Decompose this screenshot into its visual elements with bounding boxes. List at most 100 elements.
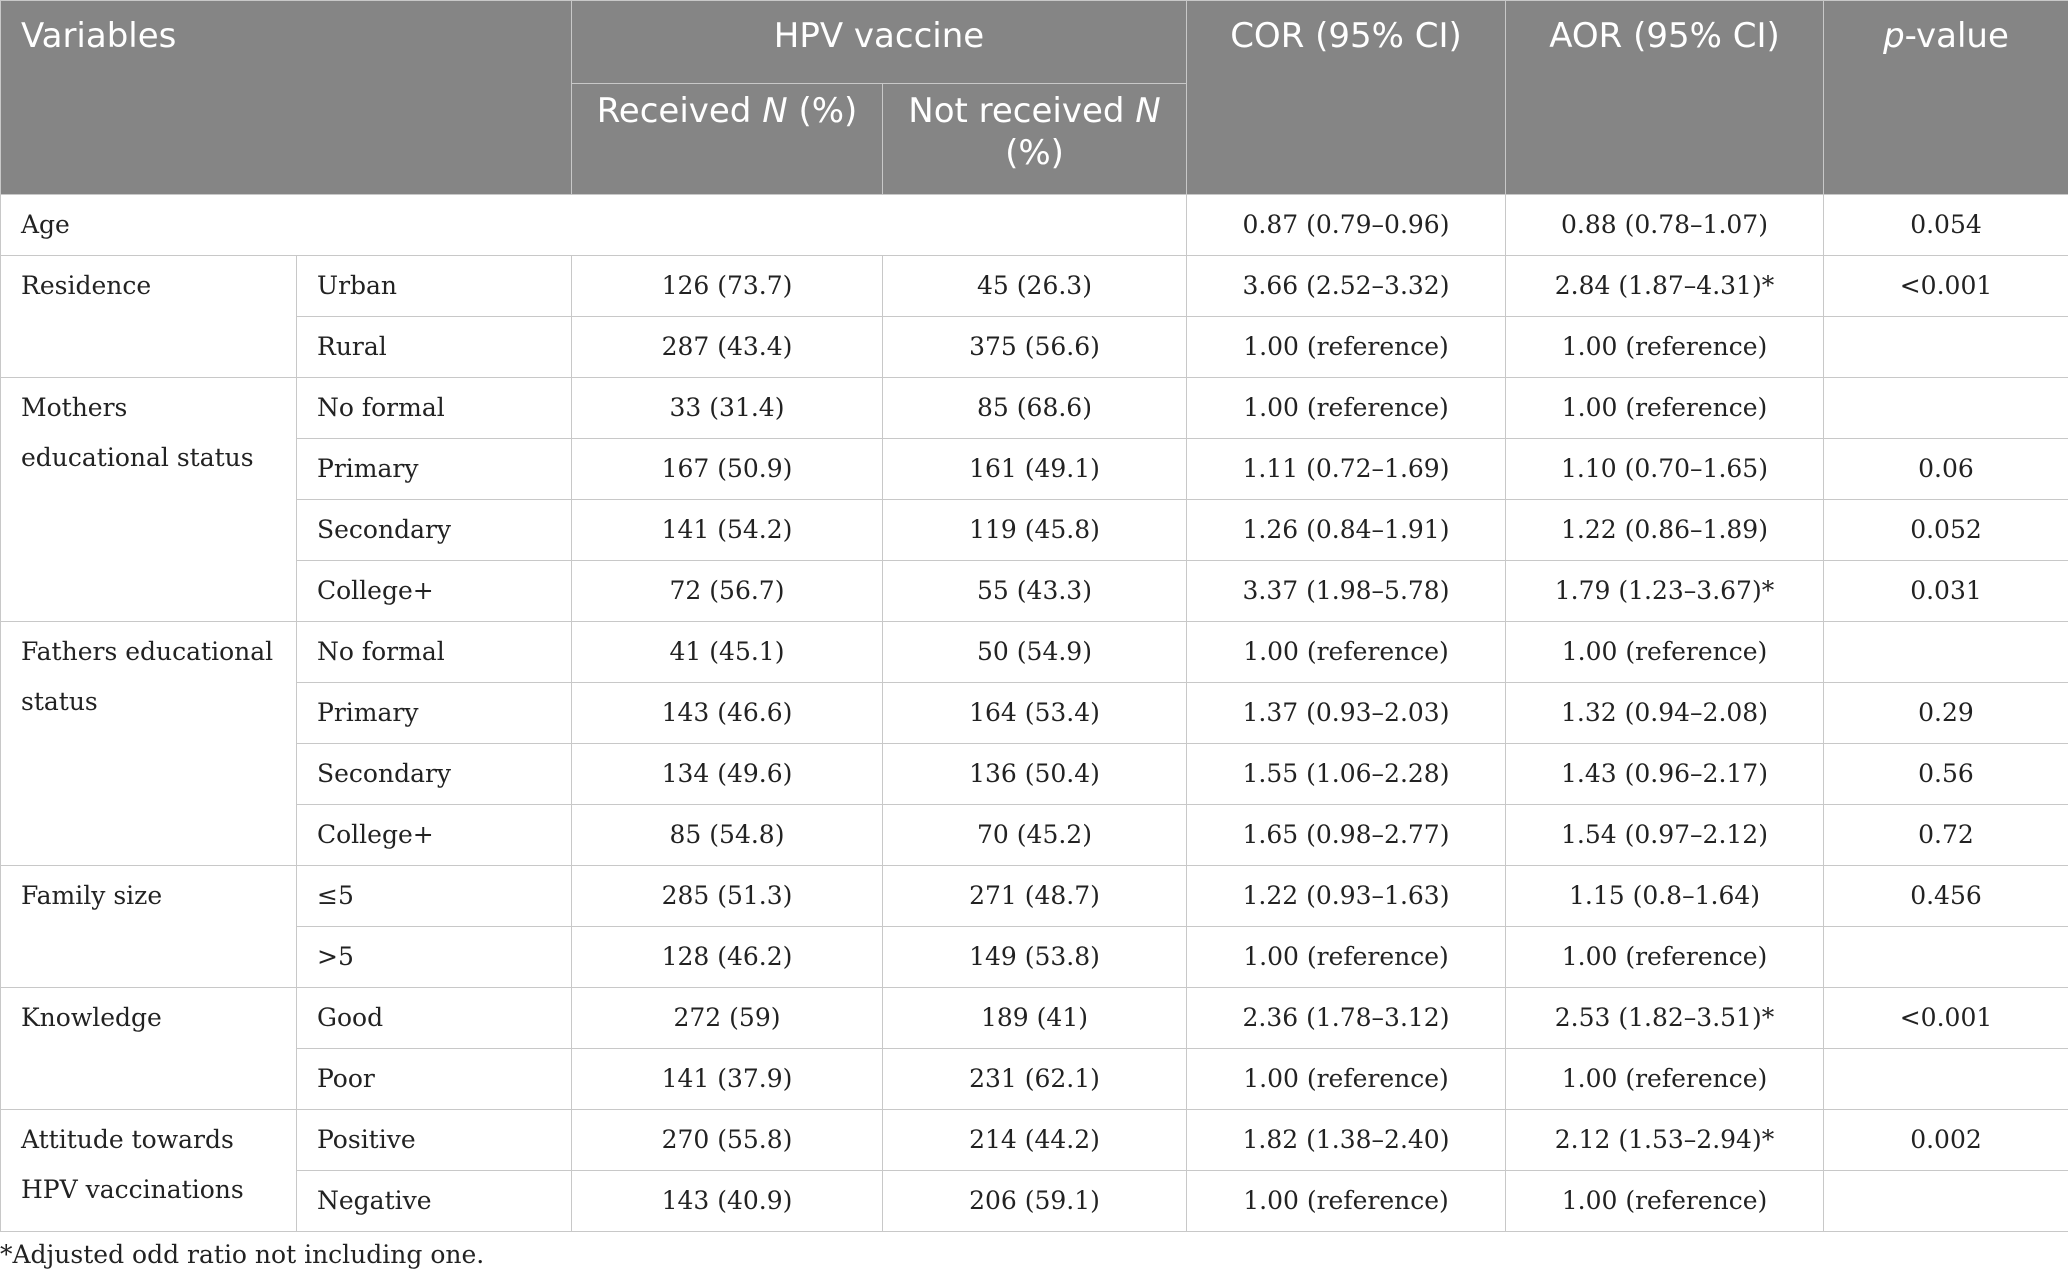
received-cell: 72 (56.7)	[571, 560, 883, 622]
p-value-cell: 0.031	[1823, 560, 2068, 622]
cor-cell: 1.82 (1.38–2.40)	[1186, 1109, 1506, 1171]
received-cell: 272 (59)	[571, 987, 883, 1049]
table-row: Secondary 134 (49.6) 136 (50.4) 1.55 (1.…	[1, 743, 2068, 805]
category-cell: Urban	[296, 255, 572, 317]
p-value-cell	[1823, 316, 2068, 378]
table-row: Family size ≤5 285 (51.3) 271 (48.7) 1.2…	[0, 865, 2068, 988]
aor-cell: 2.84 (1.87–4.31)*	[1505, 255, 1824, 317]
data-table: Variables HPV vaccine COR (95% CI) AOR (…	[0, 0, 2068, 1232]
table-row: Mothers educational status No formal 33 …	[0, 377, 2068, 622]
category-cell: No formal	[296, 377, 572, 439]
category-cell: Secondary	[296, 743, 572, 805]
aor-cell: 1.00 (reference)	[1505, 316, 1824, 378]
table-row: Age 0.87 (0.79–0.96) 0.88 (0.78–1.07) 0.…	[0, 194, 2068, 256]
variable-label: Residence	[0, 255, 297, 378]
cor-cell: 1.26 (0.84–1.91)	[1186, 499, 1506, 561]
cor-cell: 0.87 (0.79–0.96)	[1186, 194, 1506, 256]
header-aor: AOR (95% CI)	[1505, 0, 1824, 195]
p-value-cell	[1823, 1048, 2068, 1110]
table-row: Primary 167 (50.9) 161 (49.1) 1.11 (0.72…	[1, 438, 2068, 500]
aor-cell: 1.10 (0.70–1.65)	[1505, 438, 1824, 500]
category-cell: Rural	[296, 316, 572, 378]
cor-cell: 1.22 (0.93–1.63)	[1186, 865, 1506, 927]
subheader-row: Received N (%) Not received N (%)	[1, 83, 2068, 195]
category-cell: Primary	[296, 682, 572, 744]
header-p-value: p-value	[1823, 0, 2068, 195]
aor-cell: 1.00 (reference)	[1505, 1170, 1824, 1232]
variable-label: Fathers educational status	[0, 621, 297, 866]
not-received-cell: 271 (48.7)	[882, 865, 1187, 927]
received-cell: 287 (43.4)	[571, 316, 883, 378]
not-received-cell: 45 (26.3)	[882, 255, 1187, 317]
not-received-cell: 55 (43.3)	[882, 560, 1187, 622]
cor-cell: 1.00 (reference)	[1186, 316, 1506, 378]
header-hpv-vaccine: HPV vaccine	[571, 0, 1187, 84]
table-row: Negative 143 (40.9) 206 (59.1) 1.00 (ref…	[1, 1170, 2068, 1232]
variable-label: Age	[0, 194, 1187, 256]
not-received-cell: 149 (53.8)	[882, 926, 1187, 988]
cor-cell: 1.00 (reference)	[1186, 926, 1506, 988]
p-value-cell	[1823, 1170, 2068, 1232]
not-received-cell: 214 (44.2)	[882, 1109, 1187, 1171]
aor-cell: 1.00 (reference)	[1505, 926, 1824, 988]
received-cell: 128 (46.2)	[571, 926, 883, 988]
table-row: >5 128 (46.2) 149 (53.8) 1.00 (reference…	[1, 926, 2068, 988]
not-received-cell: 161 (49.1)	[882, 438, 1187, 500]
not-received-cell: 206 (59.1)	[882, 1170, 1187, 1232]
received-cell: 270 (55.8)	[571, 1109, 883, 1171]
table-row: Secondary 141 (54.2) 119 (45.8) 1.26 (0.…	[1, 499, 2068, 561]
variable-label: Mothers educational status	[0, 377, 297, 622]
cor-cell: 2.36 (1.78–3.12)	[1186, 987, 1506, 1049]
p-value-cell: 0.456	[1823, 865, 2068, 927]
received-cell: 134 (49.6)	[571, 743, 883, 805]
header-not-received: Not received N (%)	[882, 83, 1187, 195]
received-cell: 143 (46.6)	[571, 682, 883, 744]
header-cor: COR (95% CI)	[1186, 0, 1506, 195]
category-cell: College+	[296, 804, 572, 866]
table-row: College+ 72 (56.7) 55 (43.3) 3.37 (1.98–…	[1, 560, 2068, 622]
not-received-cell: 85 (68.6)	[882, 377, 1187, 439]
p-value-cell: 0.29	[1823, 682, 2068, 744]
p-italic: p	[1883, 16, 1905, 56]
aor-cell: 2.53 (1.82–3.51)*	[1505, 987, 1824, 1049]
variable-label: Knowledge	[0, 987, 297, 1110]
variable-label: Attitude towards HPV vaccinations	[0, 1109, 297, 1232]
table-row: Rural 287 (43.4) 375 (56.6) 1.00 (refere…	[1, 316, 2068, 378]
aor-cell: 2.12 (1.53–2.94)*	[1505, 1109, 1824, 1171]
received-cell: 141 (54.2)	[571, 499, 883, 561]
aor-cell: 1.00 (reference)	[1505, 621, 1824, 683]
p-value-cell: 0.72	[1823, 804, 2068, 866]
header-row: Variables HPV vaccine COR (95% CI) AOR (…	[0, 0, 2068, 195]
p-value-cell	[1823, 621, 2068, 683]
aor-cell: 0.88 (0.78–1.07)	[1505, 194, 1824, 256]
not-received-cell: 136 (50.4)	[882, 743, 1187, 805]
category-cell: Secondary	[296, 499, 572, 561]
category-cell: Positive	[296, 1109, 572, 1171]
cor-cell: 1.00 (reference)	[1186, 1048, 1506, 1110]
aor-cell: 1.00 (reference)	[1505, 377, 1824, 439]
not-received-cell: 189 (41)	[882, 987, 1187, 1049]
p-value-cell: 0.06	[1823, 438, 2068, 500]
category-cell: College+	[296, 560, 572, 622]
received-cell: 141 (37.9)	[571, 1048, 883, 1110]
aor-cell: 1.00 (reference)	[1505, 1048, 1824, 1110]
p-value-cell: 0.054	[1823, 194, 2068, 256]
p-value-cell	[1823, 926, 2068, 988]
table-row: Attitude towards HPV vaccinations Positi…	[0, 1109, 2068, 1232]
aor-cell: 1.54 (0.97–2.12)	[1505, 804, 1824, 866]
p-value-cell: 0.052	[1823, 499, 2068, 561]
category-cell: No formal	[296, 621, 572, 683]
cor-cell: 1.00 (reference)	[1186, 621, 1506, 683]
cor-cell: 1.55 (1.06–2.28)	[1186, 743, 1506, 805]
cor-cell: 1.37 (0.93–2.03)	[1186, 682, 1506, 744]
header-variables: Variables	[0, 0, 572, 195]
cor-cell: 1.00 (reference)	[1186, 1170, 1506, 1232]
received-cell: 285 (51.3)	[571, 865, 883, 927]
received-cell: 41 (45.1)	[571, 621, 883, 683]
category-cell: ≤5	[296, 865, 572, 927]
cor-cell: 3.37 (1.98–5.78)	[1186, 560, 1506, 622]
received-cell: 33 (31.4)	[571, 377, 883, 439]
cor-cell: 1.00 (reference)	[1186, 377, 1506, 439]
category-cell: >5	[296, 926, 572, 988]
